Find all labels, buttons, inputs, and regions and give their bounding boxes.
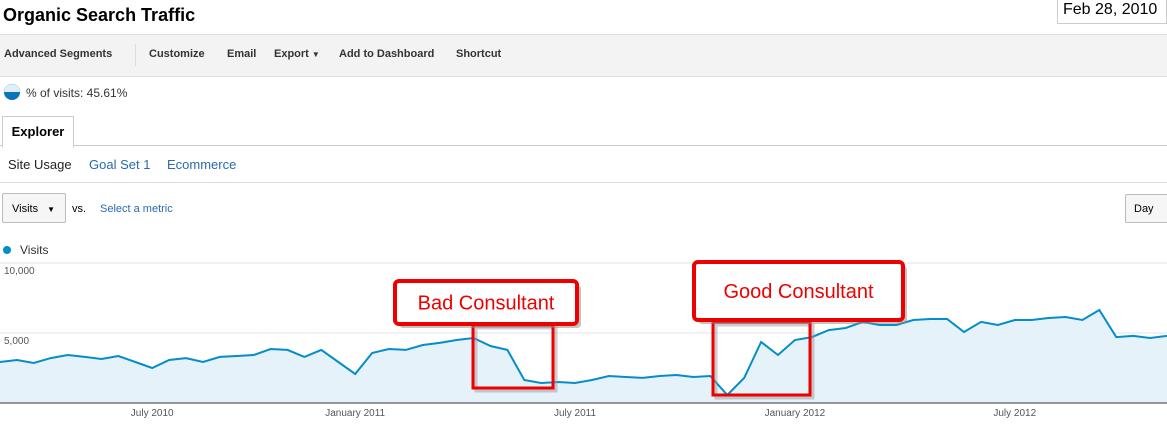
legend-label: Visits: [20, 243, 48, 257]
vs-label: vs.: [72, 203, 87, 215]
subtab[interactable]: Ecommerce: [167, 157, 237, 172]
label: Visits: [12, 203, 39, 215]
y-tick-label: 5,000: [4, 336, 29, 347]
line: [0, 308, 1167, 397]
toolbar: [0, 34, 1167, 77]
x-tick-label: July 2011: [554, 408, 597, 419]
x-tick-label: January 2011: [325, 408, 385, 419]
subtab[interactable]: Goal Set 1: [89, 157, 151, 172]
y-tick-label: 10,000: [4, 266, 35, 277]
select-metric[interactable]: Select a metric: [100, 203, 173, 215]
annotation-label-box: [692, 260, 905, 322]
legend-marker: [3, 246, 11, 254]
toolbar-button[interactable]: Email: [227, 48, 257, 60]
interval-button[interactable]: Day: [1125, 194, 1167, 223]
annotation-shadow: [714, 323, 815, 400]
page-title: Organic Search Traffic: [3, 5, 196, 25]
date-range[interactable]: Feb 28, 2010: [1057, 0, 1167, 24]
area: [0, 310, 1167, 403]
tab-line: [0, 145, 1167, 146]
annotation-label: Good Consultant: [723, 281, 874, 303]
toolbar-button[interactable]: Add to Dashboard: [339, 48, 435, 60]
chart: Visits 5,000 10,000 July 2010 January 2011 Ju…: [0, 243, 1167, 419]
x-tick-label: July 2010: [131, 408, 174, 419]
toolbar-button[interactable]: Shortcut: [456, 48, 502, 60]
toolbar-button[interactable]: Customize: [149, 48, 205, 60]
toolbar-button[interactable]: Export ▼: [274, 48, 320, 60]
divider: [0, 182, 1167, 183]
annotation-label: Bad Consultant: [418, 293, 555, 315]
label: Export: [274, 48, 309, 60]
x-tick-label: January 2012: [765, 408, 826, 419]
tab[interactable]: Explorer: [2, 116, 74, 148]
segment-icon: [3, 83, 21, 101]
toolbar-button[interactable]: Advanced Segments: [4, 48, 113, 60]
metric-dropdown[interactable]: Visits ▼: [2, 193, 66, 223]
separator: [135, 44, 136, 66]
x-tick-label: July 2012: [993, 408, 1036, 419]
subtab[interactable]: Site Usage: [8, 157, 72, 172]
annotation-label-box: [393, 279, 579, 326]
segment-label: % of visits: 45.61%: [26, 86, 128, 100]
